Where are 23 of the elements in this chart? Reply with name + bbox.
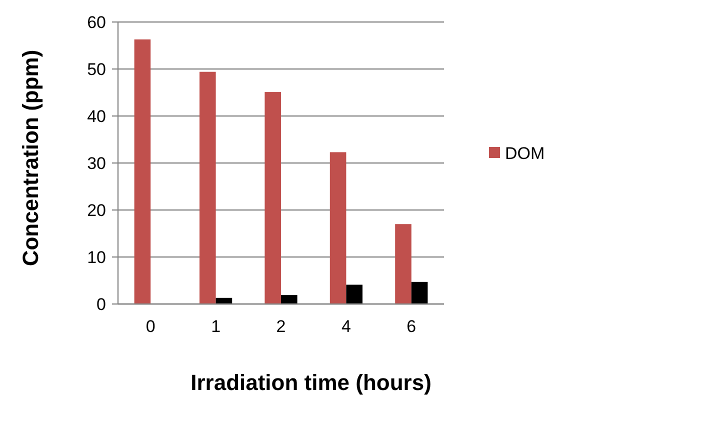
y-tick-label: 20 bbox=[87, 200, 106, 220]
x-tick-label: 0 bbox=[146, 317, 156, 336]
bar bbox=[134, 39, 151, 304]
y-tick-label: 50 bbox=[87, 60, 106, 79]
bar bbox=[395, 224, 412, 304]
y-tick-label: 60 bbox=[87, 12, 106, 32]
y-tick-label: 10 bbox=[87, 248, 106, 267]
bar bbox=[346, 284, 362, 304]
bar bbox=[264, 92, 281, 304]
bar bbox=[200, 72, 216, 304]
x-tick-label: 2 bbox=[276, 317, 286, 336]
y-tick-label: 40 bbox=[87, 106, 106, 126]
x-tick-label: 1 bbox=[211, 317, 221, 336]
x-axis-title: Irradiation time (hours) bbox=[190, 370, 432, 395]
bar bbox=[411, 282, 428, 304]
bar bbox=[281, 295, 298, 304]
x-tick-label: 4 bbox=[341, 317, 351, 336]
y-tick-label: 0 bbox=[96, 294, 106, 314]
bar bbox=[330, 152, 346, 304]
x-tick-label: 6 bbox=[406, 317, 416, 336]
y-axis-title: Concentration (ppm) bbox=[18, 50, 43, 266]
legend-label: DOM bbox=[505, 144, 545, 163]
y-tick-label: 30 bbox=[87, 154, 106, 173]
